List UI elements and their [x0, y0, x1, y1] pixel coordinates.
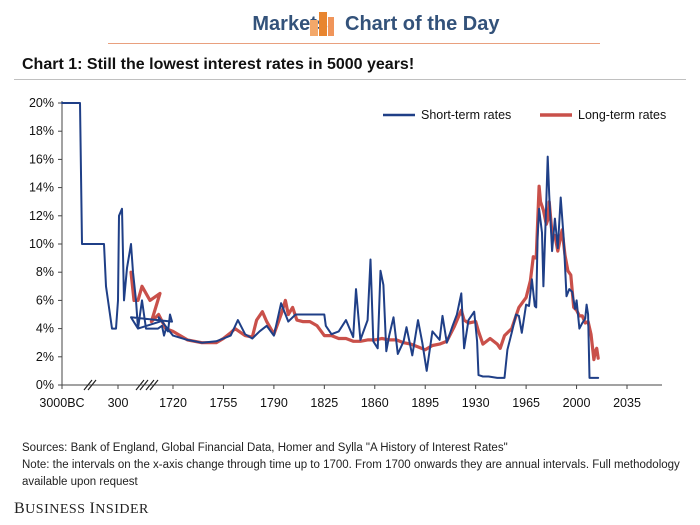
x-tick-label: 1895 [411, 396, 439, 410]
long-term-rates-line [129, 184, 600, 362]
chart-title: Chart 1: Still the lowest interest rates… [22, 56, 415, 73]
axis-break-mark [139, 379, 149, 391]
x-tick-label: 1720 [159, 396, 187, 410]
y-tick-label: 14% [29, 181, 54, 195]
y-tick-label: 0% [36, 378, 54, 392]
y-tick-label: 8% [36, 265, 54, 279]
x-tick-label: 300 [108, 396, 129, 410]
y-tick-label: 12% [29, 209, 54, 223]
header-divider [108, 43, 600, 44]
axis-break-mark [135, 379, 145, 391]
x-tick-label: 1965 [512, 396, 540, 410]
x-tick-label: 1825 [310, 396, 338, 410]
y-tick-label: 20% [29, 96, 54, 110]
y-tick-label: 18% [29, 124, 54, 138]
legend-long-term-label: Long-term rates [578, 108, 666, 122]
axis-break-mark [83, 379, 93, 391]
header: Markets Chart of the Day [0, 0, 700, 44]
x-tick-label: 3000BC [39, 396, 84, 410]
short-term-rates-line [61, 102, 600, 379]
x-tick-label: 1790 [260, 396, 288, 410]
axis-break-mark [149, 379, 159, 391]
y-tick-label: 6% [36, 293, 54, 307]
methodology-note: Note: the intervals on the x-axis change… [22, 459, 680, 488]
legend-short-term-label: Short-term rates [421, 108, 511, 122]
x-tick-label: 1755 [210, 396, 238, 410]
axis-break-mark [145, 379, 155, 391]
y-tick-label: 4% [36, 322, 54, 336]
x-tick-label: 2035 [613, 396, 641, 410]
x-tick-label: 2000 [563, 396, 591, 410]
x-tick-label: 1930 [462, 396, 490, 410]
footnotes: Sources: Bank of England, Global Financi… [22, 440, 692, 491]
interest-rate-chart: 0% 2% 4% 6% 8% 10% 12% 14% 16% 18% 20% 3000BC 300 172… [29, 96, 666, 410]
y-tick-label: 16% [29, 152, 54, 166]
header-markets-label: Markets [252, 13, 328, 35]
business-insider-logo: BUSINESS INSIDER [14, 500, 149, 517]
title-divider [14, 79, 686, 80]
sources-note: Sources: Bank of England, Global Financi… [22, 442, 508, 454]
x-tick-label: 1860 [361, 396, 389, 410]
header-chart-of-the-day-label: Chart of the Day [345, 13, 500, 35]
y-tick-label: 2% [36, 350, 54, 364]
axis-break-mark [87, 379, 97, 391]
y-tick-label: 10% [29, 237, 54, 251]
orange-bar-chart-icon [310, 12, 334, 36]
